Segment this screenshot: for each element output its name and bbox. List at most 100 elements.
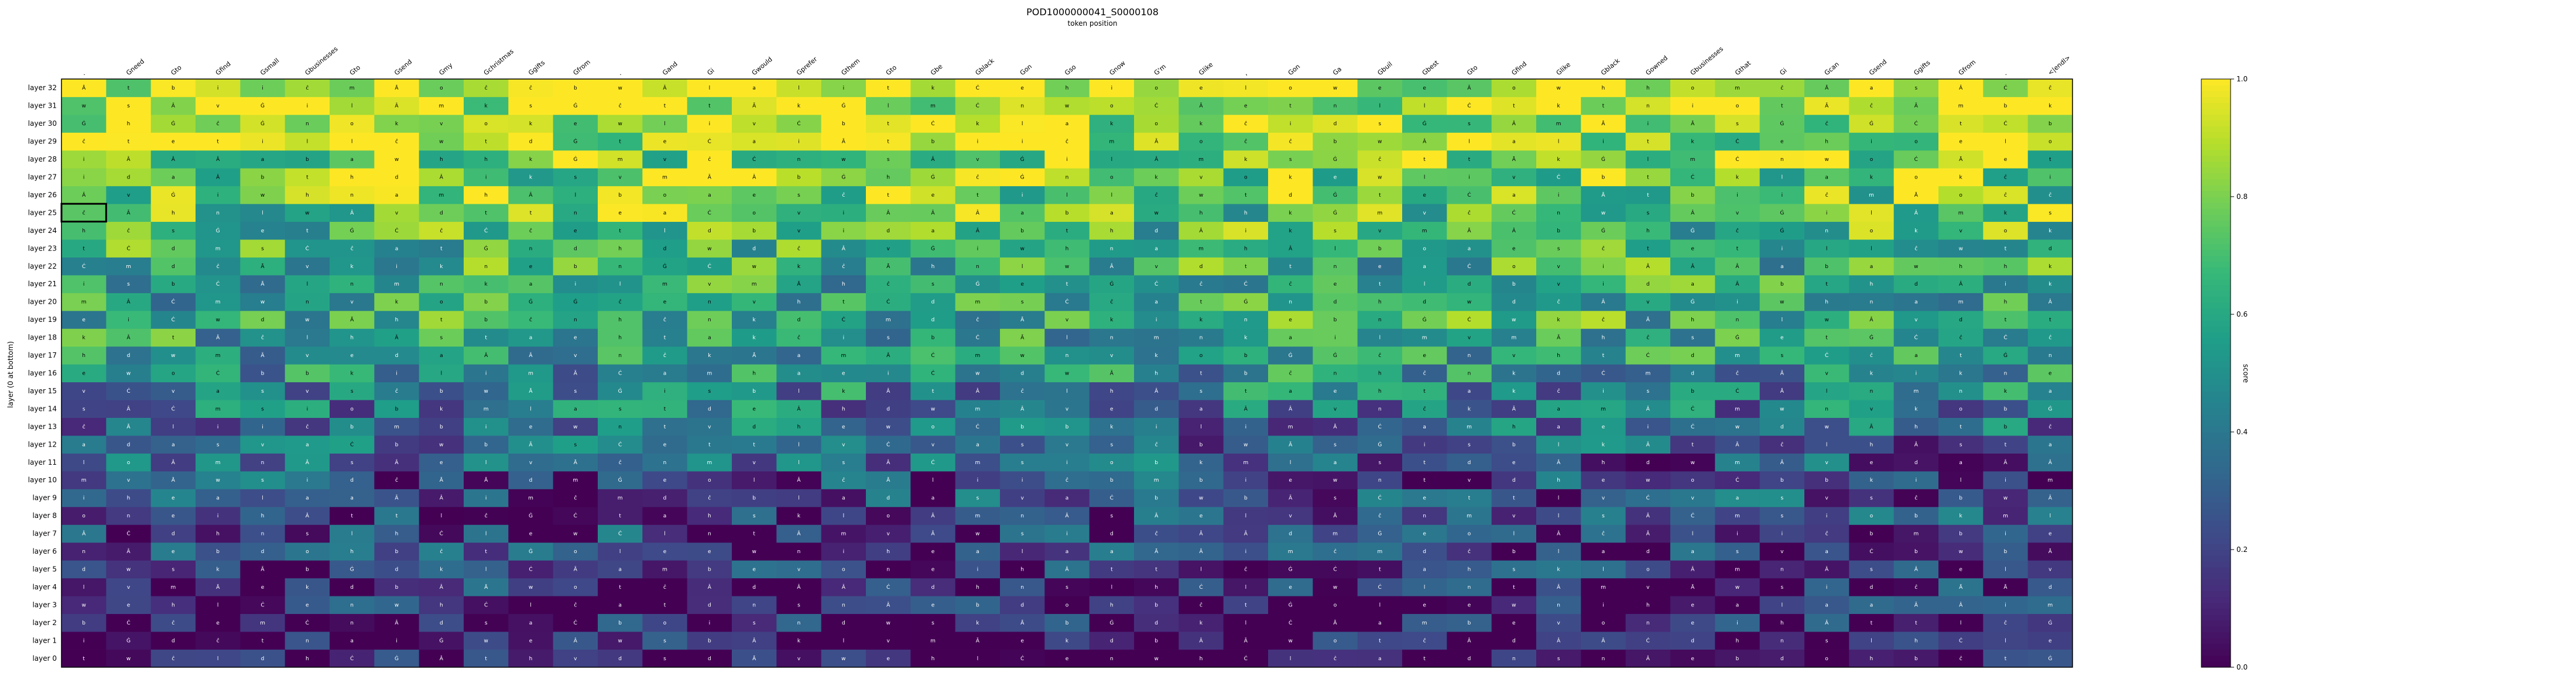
cell-token-label: e <box>931 602 935 608</box>
cell-token-label: t <box>1289 104 1292 109</box>
cell-token-label: l <box>798 389 800 394</box>
cell-token-label: n <box>842 602 845 608</box>
heatmap-cell <box>1313 632 1358 650</box>
cell-token-label: n <box>1378 406 1382 412</box>
colorbar-segment <box>2201 79 2231 85</box>
cell-token-label: s <box>1289 157 1292 163</box>
heatmap-cell <box>776 471 822 489</box>
heatmap-cell <box>598 382 643 400</box>
cell-token-label: Ġ <box>2048 406 2052 412</box>
cell-token-label: k <box>1155 175 1159 181</box>
cell-token-label: v <box>1110 353 1114 359</box>
heatmap-cell <box>1402 649 1447 668</box>
cell-token-label: a <box>931 496 935 502</box>
cell-token-label: w <box>573 424 577 430</box>
heatmap-cell <box>330 578 375 596</box>
heatmap-cell <box>732 489 777 507</box>
colorbar-segment <box>2201 602 2231 609</box>
heatmap-cell <box>598 578 643 596</box>
cell-token-label: w <box>215 317 220 323</box>
cell-token-label: w <box>484 389 488 394</box>
cell-token-label: w <box>81 104 85 109</box>
heatmap-cell <box>1581 506 1626 525</box>
heatmap-cell <box>106 542 152 561</box>
cell-token-label: Â <box>1914 209 1919 216</box>
heatmap-cell <box>106 578 152 596</box>
cell-token-label: s <box>1736 549 1739 555</box>
cell-token-label: k <box>1066 638 1069 644</box>
heatmap-cell <box>866 471 911 489</box>
cell-token-label: Ā <box>1959 156 1963 163</box>
cell-token-label: h <box>82 353 85 359</box>
x-tick-label: . <box>2002 70 2008 77</box>
heatmap-cell <box>374 400 420 418</box>
cell-token-label: v <box>306 389 309 394</box>
cell-token-label: w <box>1690 460 1694 466</box>
cell-token-label: k <box>1200 620 1203 626</box>
heatmap-cell <box>821 524 866 543</box>
cell-token-label: v <box>440 121 443 127</box>
cell-token-label: n <box>1334 371 1337 377</box>
heatmap-cell <box>1581 453 1626 472</box>
cell-token-label: i <box>1245 424 1247 430</box>
cell-token-label: o <box>1200 353 1203 359</box>
heatmap-cell <box>1447 649 1492 668</box>
cell-token-label: n <box>1646 620 1650 626</box>
x-tick-label: Gfind <box>1510 60 1528 77</box>
heatmap-cell <box>1447 435 1492 454</box>
cell-token-label: w <box>1199 496 1203 502</box>
heatmap-cell <box>1268 596 1313 615</box>
cell-token-label: a <box>306 496 309 502</box>
cell-token-label: e <box>1110 406 1114 412</box>
cell-token-label: n <box>1557 602 1560 608</box>
cell-token-label: b <box>440 389 443 394</box>
colorbar-segment <box>2201 461 2231 468</box>
cell-token-label: v <box>1825 496 1829 502</box>
colorbar-segment <box>2201 373 2231 380</box>
cell-token-label: Â <box>976 209 980 216</box>
cell-token-label: d <box>886 228 890 234</box>
cell-token-label: b <box>1244 371 1248 377</box>
cell-token-label: e <box>1512 460 1516 466</box>
heatmap-cell <box>285 382 330 400</box>
heatmap-cell <box>955 435 1001 454</box>
cell-token-label: m <box>1422 335 1427 341</box>
heatmap-cell <box>1402 506 1447 525</box>
cell-token-label: m <box>170 585 176 591</box>
cell-token-label: ĉ <box>1736 228 1739 234</box>
cell-token-label: h <box>931 264 935 270</box>
heatmap-cell <box>285 613 330 632</box>
heatmap-cell <box>1715 560 1760 579</box>
cell-token-label: m <box>215 460 221 466</box>
cell-token-label: s <box>261 406 264 412</box>
cell-token-label: b <box>1155 602 1158 608</box>
cell-token-label: t <box>1468 157 1471 163</box>
heatmap-cell <box>776 489 822 507</box>
heatmap-cell <box>1715 453 1760 472</box>
heatmap-cell <box>1715 382 1760 400</box>
cell-token-label: e <box>1780 335 1784 341</box>
cell-token-label: e <box>931 567 935 573</box>
cell-token-label: s <box>1780 496 1783 502</box>
cell-token-label: s <box>351 389 354 394</box>
cell-token-label: Ā <box>172 477 176 483</box>
colorbar-segment <box>2201 390 2231 397</box>
cell-token-label: w <box>618 85 622 91</box>
cell-token-label: m <box>394 282 399 287</box>
cell-token-label: k <box>1110 317 1114 323</box>
cell-token-label: i <box>396 638 398 644</box>
cell-token-label: v <box>753 121 756 127</box>
heatmap-cell <box>508 578 554 596</box>
cell-token-label: t <box>1691 442 1694 448</box>
colorbar-segment <box>2201 361 2231 368</box>
cell-token-label: h <box>618 335 622 341</box>
heatmap-cell <box>1402 578 1447 596</box>
cell-token-label: Ġ <box>1109 620 1114 626</box>
heatmap-cell <box>642 506 688 525</box>
cell-token-label: Ċ <box>886 299 890 306</box>
cell-token-label: a <box>1110 549 1114 555</box>
cell-token-label: i <box>262 85 263 91</box>
cell-token-label: Â <box>1199 637 1203 644</box>
cell-token-label: h <box>797 300 801 306</box>
cell-token-label: b <box>1334 139 1337 145</box>
